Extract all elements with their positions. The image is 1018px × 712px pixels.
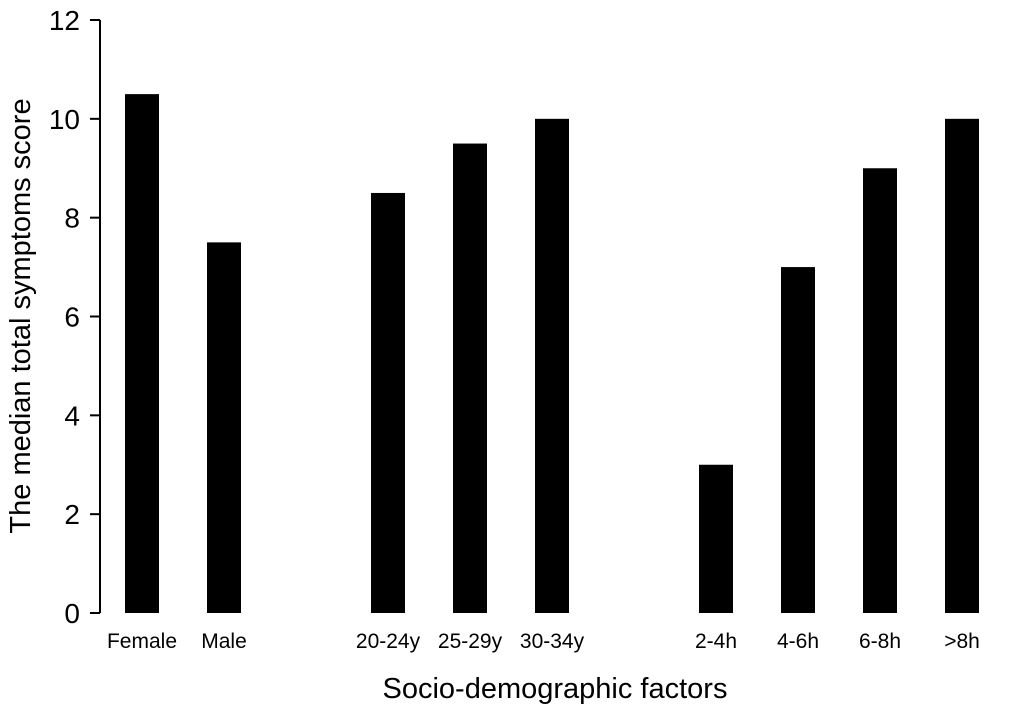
bar <box>863 168 897 613</box>
bar <box>535 118 569 613</box>
bar <box>207 242 241 613</box>
y-tick-label: 0 <box>64 598 80 629</box>
x-category-label: Female <box>107 630 177 653</box>
bar <box>945 118 979 613</box>
y-tick-label: 4 <box>64 400 80 431</box>
bar <box>371 192 405 614</box>
bar <box>453 143 487 613</box>
bar <box>125 94 159 613</box>
bars <box>125 94 979 614</box>
y-tick-label: 6 <box>64 302 80 333</box>
y-tick-label: 12 <box>49 5 80 36</box>
x-category-label: >8h <box>944 630 980 653</box>
x-category-label: 6-8h <box>859 630 901 653</box>
y-axis-title: The median total symptoms score <box>5 98 37 533</box>
y-tick-label: 10 <box>49 104 80 135</box>
x-category-label: 20-24y <box>356 630 421 653</box>
x-category-label: 4-6h <box>777 630 819 653</box>
bar <box>781 267 815 613</box>
x-category-label: Male <box>201 630 247 653</box>
y-axis-ticks: 0 2 4 6 8 10 12 <box>49 5 100 629</box>
category-labels: Female Male 20-24y 25-29y 30-34y 2-4h 4-6h 6-8h… <box>107 630 980 653</box>
y-tick-label: 8 <box>64 203 80 234</box>
x-category-label: 25-29y <box>438 630 503 653</box>
x-axis-title: Socio-demographic factors <box>383 673 728 705</box>
x-category-label: 2-4h <box>695 630 737 653</box>
bar <box>699 464 733 613</box>
y-tick-label: 2 <box>64 499 80 530</box>
x-category-label: 30-34y <box>520 630 585 653</box>
